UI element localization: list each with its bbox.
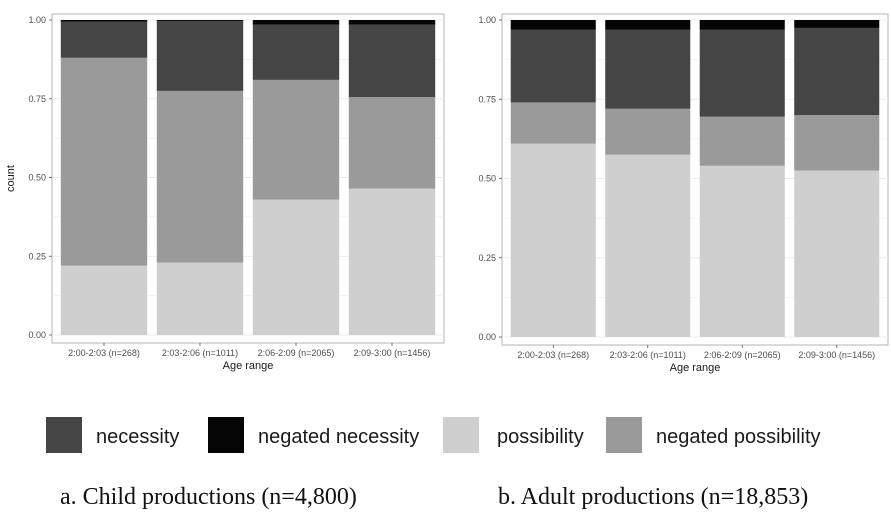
chart-a-bar-negated-possibility-2	[156, 90, 244, 263]
chart-b-bar-possibility-3	[699, 165, 785, 337]
chart-a-x-tick-label: 2:09-3:00 (n=1456)	[354, 348, 431, 358]
chart-b-bar-negated-necessity-3	[699, 20, 785, 30]
chart-a-bar-negated-possibility-3	[252, 79, 340, 200]
legend-label-negated-necessity: negated necessity	[258, 426, 419, 448]
chart-a-y-axis-title: count	[5, 165, 17, 192]
chart-b-x-axis-title: Age range	[670, 362, 721, 374]
chart-panel-child: 0.00 0.25 0.50 0.75 1.00 2:00-2:03 (n=268) 2:0…	[5, 13, 445, 372]
legend-swatch-negated-necessity	[208, 417, 244, 453]
chart-a-bar-negated-necessity-2	[156, 20, 244, 21]
caption-child: a. Child productions (n=4,800)	[60, 484, 357, 510]
legend: necessity negated necessity possibility …	[46, 417, 821, 453]
chart-b-bar-negated-possibility-1	[510, 102, 596, 144]
chart-a-bar-necessity-1	[60, 21, 148, 58]
chart-a-bar-negated-possibility-4	[348, 97, 436, 189]
chart-b-bar-possibility-2	[605, 154, 691, 337]
chart-a-y-tick-label: 0.25	[28, 251, 46, 261]
chart-a-x-tick-label: 2:03-2:06 (n=1011)	[162, 348, 238, 358]
chart-a-bar-negated-necessity-3	[252, 20, 340, 25]
chart-a-y-tick-label: 0.75	[28, 94, 46, 104]
chart-b-bar-negated-necessity-2	[605, 20, 691, 30]
legend-label-necessity: necessity	[96, 426, 179, 448]
chart-b-bar-necessity-2	[605, 29, 691, 109]
chart-a-bar-negated-possibility-1	[60, 57, 148, 266]
chart-a-x-tick-label: 2:06-2:09 (n=2065)	[258, 348, 335, 358]
chart-a-bar-possibility-1	[60, 265, 148, 335]
caption-adult: b. Adult productions (n=18,853)	[498, 484, 808, 510]
chart-b-bar-possibility-1	[510, 143, 596, 337]
chart-a-y-tick-label: 1.00	[28, 15, 46, 25]
chart-a-bar-necessity-4	[348, 24, 436, 98]
chart-b-bar-negated-possibility-3	[699, 116, 785, 166]
chart-a-bar-necessity-3	[252, 24, 340, 80]
chart-b-y-tick-label: 1.00	[478, 15, 496, 25]
chart-a-bar-negated-necessity-4	[348, 20, 436, 25]
chart-b-x-tick-label: 2:00-2:03 (n=268)	[517, 350, 589, 360]
chart-b-x-tick-label: 2:09-3:00 (n=1456)	[798, 350, 875, 360]
chart-b-bar-necessity-4	[794, 27, 880, 116]
chart-b-y-tick-label: 0.25	[478, 253, 496, 263]
chart-a-bar-possibility-2	[156, 262, 244, 335]
chart-b-x-tick-label: 2:03-2:06 (n=1011)	[610, 350, 686, 360]
chart-b-bar-negated-necessity-4	[794, 20, 880, 28]
chart-panel-adult: 0.00 0.25 0.50 0.75 1.00 2:00-2:03 (n=268) 2:0…	[478, 13, 889, 374]
chart-b-bar-negated-possibility-4	[794, 115, 880, 171]
chart-b-bar-negated-necessity-1	[510, 20, 596, 30]
legend-label-negated-possibility: negated possibility	[656, 426, 821, 448]
legend-label-possibility: possibility	[497, 426, 584, 448]
chart-a-bar-negated-necessity-1	[60, 20, 148, 22]
chart-b-y-tick-label: 0.00	[478, 332, 496, 342]
chart-b-y-tick-label: 0.75	[478, 94, 496, 104]
chart-a-x-tick-label: 2:00-2:03 (n=268)	[68, 348, 140, 358]
chart-b-bar-necessity-3	[699, 29, 785, 117]
chart-b-bar-possibility-4	[794, 170, 880, 337]
chart-a-bar-possibility-3	[252, 199, 340, 335]
chart-a-bar-possibility-4	[348, 188, 436, 335]
chart-b-x-tick-label: 2:06-2:09 (n=2065)	[704, 350, 781, 360]
chart-a-bar-necessity-2	[156, 20, 244, 91]
chart-a-y-tick-label: 0.00	[28, 330, 46, 340]
chart-a-x-axis-title: Age range	[223, 360, 274, 372]
chart-a-y-tick-label: 0.50	[28, 173, 46, 183]
chart-b-y-tick-label: 0.50	[478, 174, 496, 184]
legend-swatch-necessity	[46, 417, 82, 453]
legend-swatch-negated-possibility	[606, 417, 642, 453]
chart-b-bar-necessity-1	[510, 29, 596, 103]
legend-swatch-possibility	[443, 417, 479, 453]
chart-b-bar-negated-possibility-2	[605, 108, 691, 155]
